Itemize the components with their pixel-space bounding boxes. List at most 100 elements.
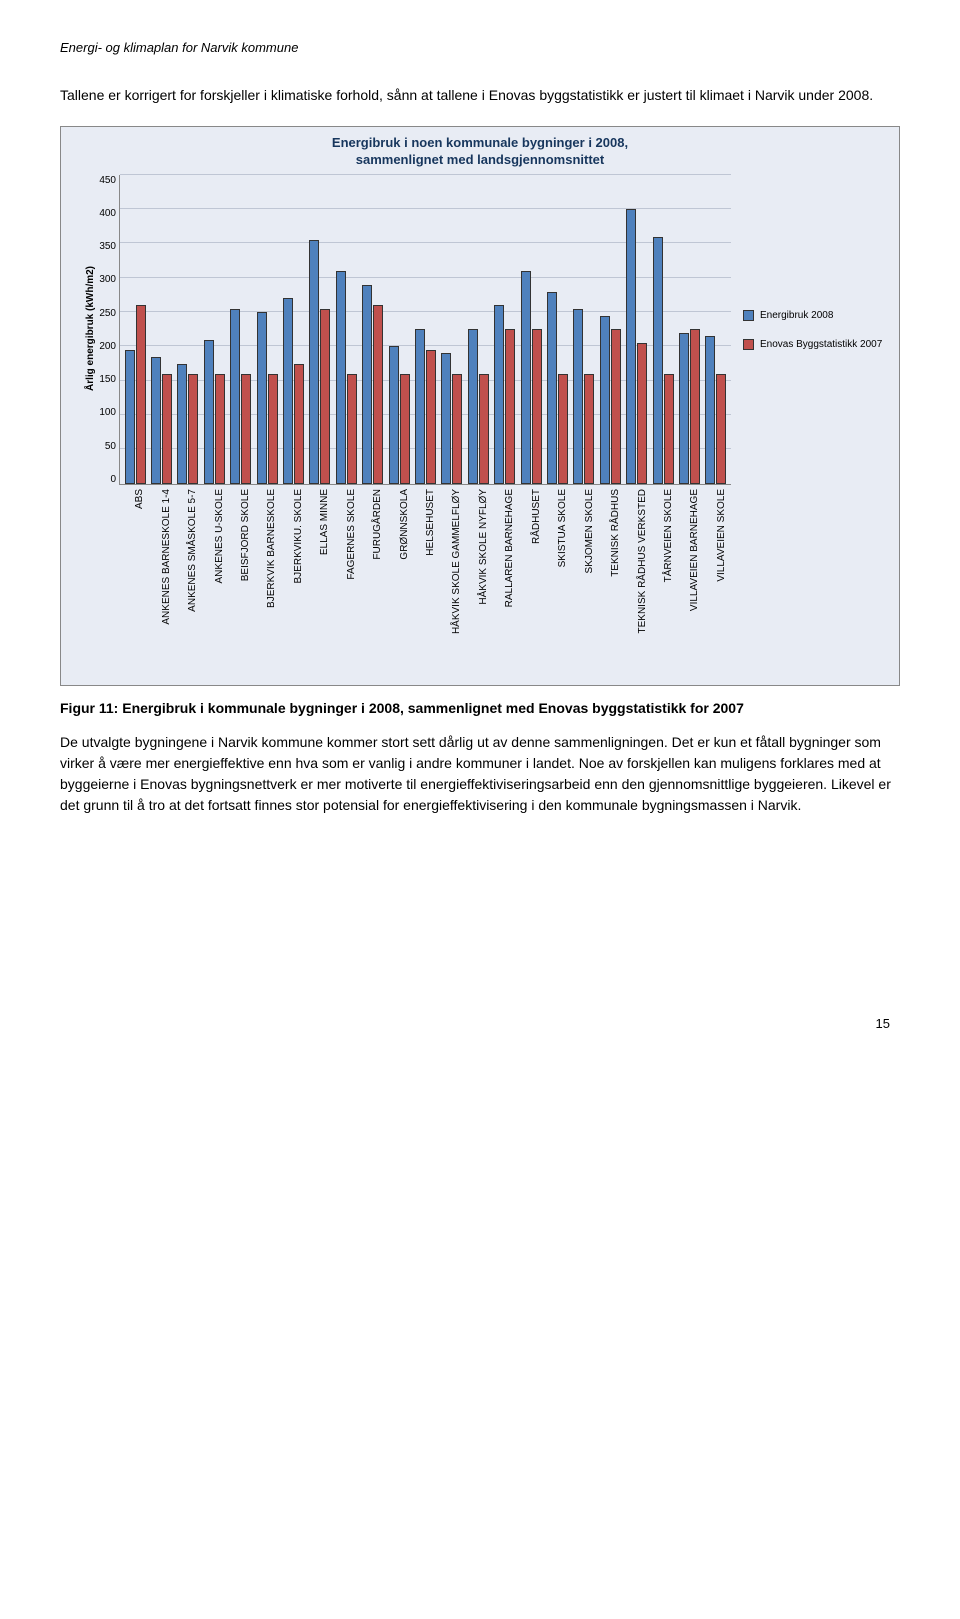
legend-item: Enovas Byggstatistikk 2007 (743, 339, 891, 350)
plot-area: ABSANKENES BARNESKOLE 1-4ANKENES SMÅSKOL… (119, 175, 731, 655)
bar-series1 (653, 237, 663, 484)
bar-group (308, 175, 332, 484)
bar-series1 (679, 333, 689, 484)
x-axis-label: VILLAVEIEN BARNEHAGE (689, 489, 700, 611)
bar-series1 (230, 309, 240, 484)
bar-series2 (505, 329, 515, 484)
page-header: Energi- og klimaplan for Narvik kommune (60, 40, 900, 55)
bar-group (492, 175, 516, 484)
x-axis-label: TÅRNVEIEN SKOLE (663, 489, 674, 582)
bar-series2 (532, 329, 542, 484)
y-tick: 200 (99, 341, 116, 352)
bar-series1 (573, 309, 583, 484)
chart-container: Energibruk i noen kommunale bygninger i … (60, 126, 900, 686)
bar-group (440, 175, 464, 484)
bar-group (572, 175, 596, 484)
x-axis-label: HELSEHUSET (425, 489, 436, 556)
body-paragraph: De utvalgte bygningene i Narvik kommune … (60, 732, 900, 816)
bar-series1 (600, 316, 610, 484)
bar-series1 (204, 340, 214, 484)
bar-group (598, 175, 622, 484)
bar-series1 (521, 271, 531, 484)
bar-series2 (426, 350, 436, 484)
bar-group (149, 175, 173, 484)
bar-series2 (716, 374, 726, 484)
bar-series1 (177, 364, 187, 484)
bar-series2 (320, 309, 330, 484)
x-axis-label: RÅDHUSET (531, 489, 542, 544)
bar-series2 (136, 305, 146, 484)
bar-series2 (373, 305, 383, 484)
x-axis-label: BJERKVIK BARNESKOLE (266, 489, 277, 608)
y-tick: 0 (110, 474, 116, 485)
x-axis-label: ANKENES BARNESKOLE 1-4 (161, 489, 172, 625)
bar-series1 (415, 329, 425, 484)
intro-paragraph: Tallene er korrigert for forskjeller i k… (60, 85, 900, 106)
y-tick: 100 (99, 407, 116, 418)
bar-series1 (494, 305, 504, 484)
bar-series2 (611, 329, 621, 484)
bar-series1 (441, 353, 451, 483)
x-axis-label: TEKNISK RÅDHUS (610, 489, 621, 577)
bar-series2 (215, 374, 225, 484)
bar-series2 (664, 374, 674, 484)
bar-series2 (452, 374, 462, 484)
bar-group (387, 175, 411, 484)
bar-series2 (584, 374, 594, 484)
bar-series1 (125, 350, 135, 484)
legend-swatch (743, 339, 754, 350)
bar-series2 (162, 374, 172, 484)
bar-series2 (637, 343, 647, 484)
x-axis-label: ANKENES U-SKOLE (214, 489, 225, 583)
x-axis-label: ELLAS MINNE (319, 489, 330, 555)
x-axis-label: VILLAVEIEN SKOLE (716, 489, 727, 582)
bar-group (361, 175, 385, 484)
bar-series1 (151, 357, 161, 484)
x-axis-label: GRØNNSKOLA (399, 489, 410, 560)
x-axis-label: FURUGÅRDEN (372, 489, 383, 560)
y-tick: 400 (99, 208, 116, 219)
x-axis-label: TEKNISK RÅDHUS VERKSTED (637, 489, 648, 633)
y-tick: 450 (99, 175, 116, 186)
bar-group (545, 175, 569, 484)
x-axis-label: SKISTUA SKOLE (557, 489, 568, 567)
y-tick: 250 (99, 308, 116, 319)
bar-group (651, 175, 675, 484)
x-axis-label: FAGERNES SKOLE (346, 489, 357, 580)
bar-series2 (188, 374, 198, 484)
legend-label: Enovas Byggstatistikk 2007 (760, 339, 882, 350)
bar-group (123, 175, 147, 484)
page-number: 15 (60, 1016, 900, 1031)
bar-series1 (626, 209, 636, 484)
bar-group (255, 175, 279, 484)
bar-series1 (309, 240, 319, 484)
y-tick: 50 (105, 441, 116, 452)
bar-series2 (241, 374, 251, 484)
bar-series1 (468, 329, 478, 484)
x-axis-label: HÅKVIK SKOLE GAMMELFLØY (451, 489, 462, 634)
chart-legend: Energibruk 2008 Enovas Byggstatistikk 200… (731, 175, 891, 485)
x-axis-labels: ABSANKENES BARNESKOLE 1-4ANKENES SMÅSKOL… (119, 489, 731, 649)
bar-group (624, 175, 648, 484)
legend-label: Energibruk 2008 (760, 310, 833, 321)
bar-group (466, 175, 490, 484)
chart-title-line1: Energibruk i noen kommunale bygninger i … (332, 135, 628, 150)
bar-group (334, 175, 358, 484)
legend-swatch (743, 310, 754, 321)
bar-series1 (257, 312, 267, 484)
y-tick: 350 (99, 241, 116, 252)
bar-series1 (547, 292, 557, 484)
chart-title: Energibruk i noen kommunale bygninger i … (69, 135, 891, 169)
bar-series2 (479, 374, 489, 484)
bar-group (202, 175, 226, 484)
bar-series2 (294, 364, 304, 484)
bar-group (704, 175, 728, 484)
bar-group (229, 175, 253, 484)
y-axis-label-wrap: Årlig energibruk (kWh/m2) (69, 175, 91, 655)
bar-series1 (705, 336, 715, 484)
chart-title-line2: sammenlignet med landsgjennomsnittet (356, 152, 605, 167)
figure-caption: Figur 11: Energibruk i kommunale bygning… (60, 700, 900, 716)
bar-series1 (389, 346, 399, 483)
bar-series1 (336, 271, 346, 484)
y-tick: 150 (99, 374, 116, 385)
